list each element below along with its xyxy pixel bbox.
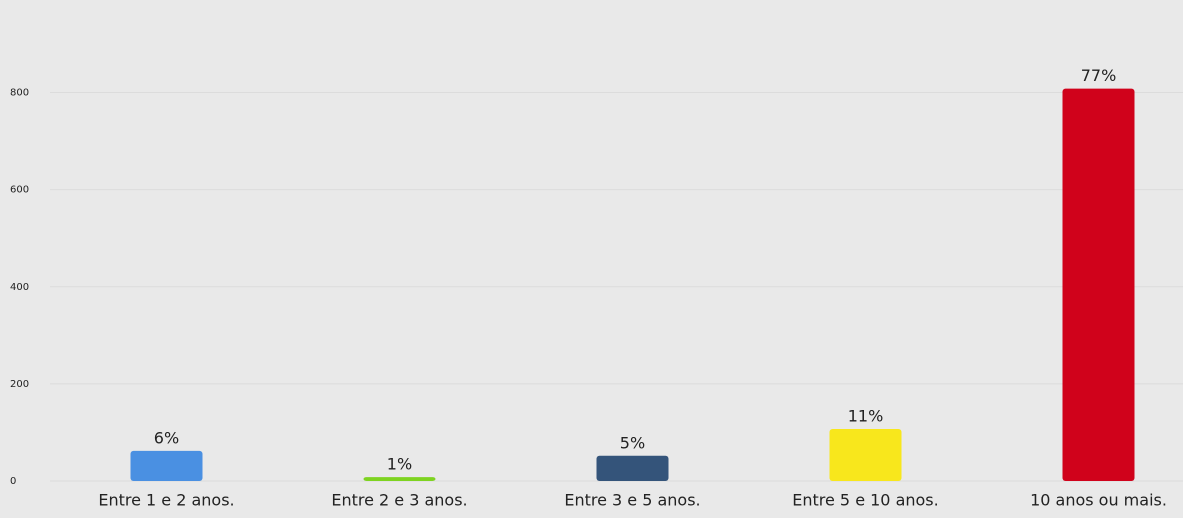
x-tick-label: Entre 3 e 5 anos. xyxy=(564,491,700,510)
bar xyxy=(596,455,669,481)
x-tick-label: 10 anos ou mais. xyxy=(1030,491,1167,510)
bar xyxy=(363,477,436,481)
value-label: 11% xyxy=(848,407,884,426)
value-label: 1% xyxy=(387,455,412,474)
x-tick-label: Entre 1 e 2 anos. xyxy=(98,491,234,510)
value-label: 77% xyxy=(1081,66,1117,85)
value-label: 5% xyxy=(620,433,645,452)
bar xyxy=(829,429,902,481)
value-label: 6% xyxy=(154,428,179,447)
y-tick-label: 600 xyxy=(10,185,29,196)
bar xyxy=(130,450,203,481)
bar xyxy=(1062,88,1135,481)
y-tick-label: 0 xyxy=(10,476,16,487)
y-tick-label: 200 xyxy=(10,379,29,390)
y-tick-label: 400 xyxy=(10,282,29,293)
y-tick-label: 800 xyxy=(10,88,29,99)
x-tick-label: Entre 2 e 3 anos. xyxy=(331,491,467,510)
x-tick-label: Entre 5 e 10 anos. xyxy=(792,491,938,510)
